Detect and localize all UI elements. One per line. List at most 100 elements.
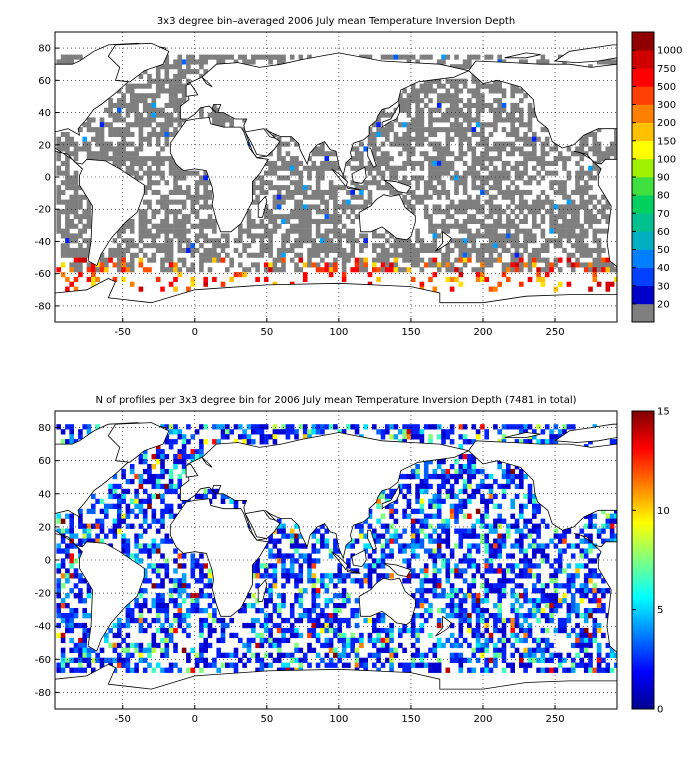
chart2-bin xyxy=(333,628,338,633)
chart2-bin xyxy=(316,548,321,553)
chart1-bin xyxy=(299,253,304,258)
chart2-bin xyxy=(359,534,364,539)
chart2-bin xyxy=(480,573,485,578)
chart2-bin xyxy=(65,603,70,608)
chart2-bin xyxy=(78,519,83,524)
chart2-bin xyxy=(268,539,273,544)
chart2-bin xyxy=(156,573,161,578)
chart2-bin xyxy=(61,668,66,673)
chart2-bin xyxy=(554,529,559,534)
chart1-bin xyxy=(480,267,485,272)
chart1-bin xyxy=(394,171,399,176)
chart1-bin xyxy=(82,229,87,234)
chart1-bin xyxy=(549,161,554,166)
chart1-bin xyxy=(541,151,546,156)
chart1-bin xyxy=(61,146,66,151)
chart2-bin xyxy=(407,578,412,583)
chart1-bin xyxy=(325,219,330,224)
chart2-bin xyxy=(610,653,615,658)
chart1-bin xyxy=(480,127,485,132)
chart2-bin xyxy=(268,638,273,643)
chart1-bin xyxy=(173,224,178,229)
chart2-bin xyxy=(203,424,208,429)
chart1-bin xyxy=(268,161,273,166)
chart2-bin xyxy=(65,548,70,553)
chart2-bin xyxy=(91,494,96,499)
chart1-bin xyxy=(65,229,70,234)
chart1-bin xyxy=(113,156,118,161)
chart2-bin xyxy=(139,558,144,563)
chart2-bin xyxy=(493,543,498,548)
chart2-bin xyxy=(199,568,204,573)
chart2-bin xyxy=(420,663,425,668)
chart1-bin xyxy=(463,171,468,176)
chart2-bin xyxy=(441,643,446,648)
chart1-bin xyxy=(316,267,321,272)
chart2-bin xyxy=(593,598,598,603)
chart1-bin xyxy=(454,156,459,161)
chart1-bin xyxy=(165,214,170,219)
chart2-bin xyxy=(203,643,208,648)
chart2-bin xyxy=(558,653,563,658)
chart2-bin xyxy=(428,648,433,653)
chart1-bin xyxy=(61,142,66,147)
chart1-bin xyxy=(614,132,619,137)
chart1-bin xyxy=(152,117,157,122)
chart1-bin xyxy=(74,180,79,185)
chart1-bin xyxy=(368,180,373,185)
chart1-bin xyxy=(290,55,295,60)
chart1-bin xyxy=(165,267,170,272)
chart2-bin xyxy=(428,434,433,439)
chart2-bin xyxy=(433,424,438,429)
chart1-bin xyxy=(69,248,74,253)
chart2-bin xyxy=(472,573,477,578)
chart1-bin xyxy=(268,180,273,185)
chart2-bin xyxy=(484,588,489,593)
chart1-bin xyxy=(320,146,325,151)
chart2-bin xyxy=(169,668,174,673)
chart1-bin xyxy=(472,127,477,132)
chart1-bin xyxy=(87,204,92,209)
chart1-bin xyxy=(152,209,157,214)
chart2-bin xyxy=(536,424,541,429)
chart1-bin xyxy=(424,243,429,248)
chart1-bin xyxy=(312,190,317,195)
chart1-bin xyxy=(588,219,593,224)
chart2-bin xyxy=(433,494,438,499)
chart1-bin xyxy=(402,146,407,151)
chart2-bin xyxy=(541,653,546,658)
chart1-bin xyxy=(402,132,407,137)
chart1-bin xyxy=(143,229,148,234)
chart1-bin xyxy=(74,151,79,156)
chart2-bin xyxy=(69,608,74,613)
chart2-bin xyxy=(515,598,520,603)
chart2-bin xyxy=(225,429,230,434)
chart1-bin xyxy=(294,267,299,272)
chart1-bin xyxy=(65,224,70,229)
chart2-bin xyxy=(398,628,403,633)
chart2-bin xyxy=(355,539,360,544)
chart2-bin xyxy=(515,613,520,618)
chart2-bin xyxy=(502,653,507,658)
chart1-bin xyxy=(588,185,593,190)
chart2-bin xyxy=(312,578,317,583)
chart1-bin xyxy=(523,238,528,243)
chart1-bin xyxy=(385,248,390,253)
chart2-bin xyxy=(580,539,585,544)
chart1-bin xyxy=(420,88,425,93)
chart2-bin xyxy=(178,459,183,464)
chart1-bin xyxy=(467,142,472,147)
chart1-bin xyxy=(82,142,87,147)
chart1-bin xyxy=(497,253,502,258)
chart1-bin xyxy=(372,142,377,147)
chart1-bin xyxy=(510,243,515,248)
chart1-bin xyxy=(139,214,144,219)
chart2-bin xyxy=(294,628,299,633)
chart1-bin xyxy=(290,180,295,185)
chart1-bin xyxy=(134,171,139,176)
chart2-bin xyxy=(139,479,144,484)
chart1-bin xyxy=(459,127,464,132)
chart2-bin xyxy=(178,613,183,618)
chart2-bin xyxy=(130,668,135,673)
chart2-bin xyxy=(307,578,312,583)
